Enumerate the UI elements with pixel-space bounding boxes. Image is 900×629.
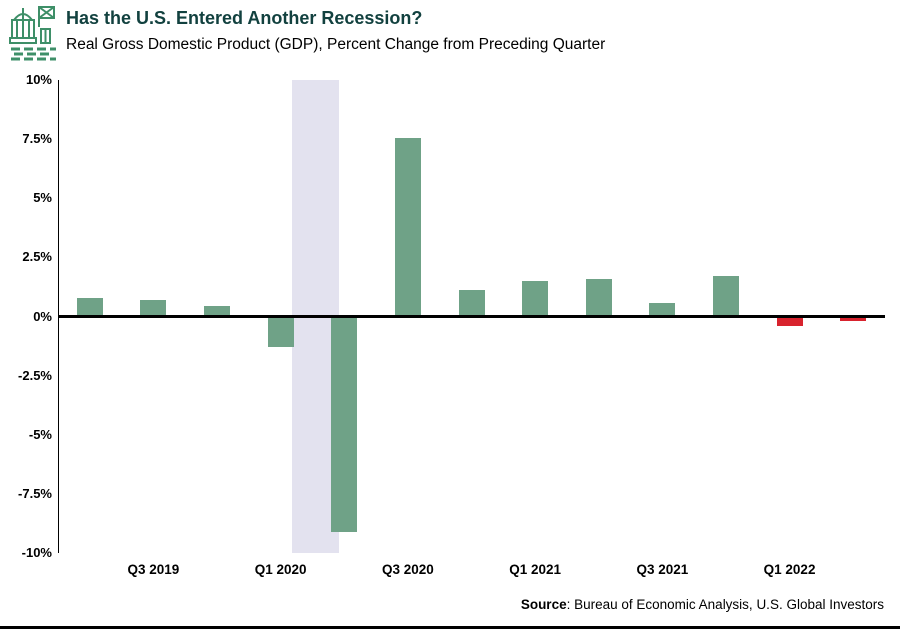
bar-Q4-2020 (458, 290, 485, 317)
bar-Q1-2021 (522, 281, 549, 317)
y-tick-label: -5% (28, 426, 52, 442)
y-tick-label: 0% (33, 308, 52, 324)
x-tick-label: Q1 2021 (509, 562, 561, 577)
bar-Q2-2020 (331, 316, 358, 532)
y-axis-labels: 10% 7.5% 5% 2.5% 0% -2.5% -5% -7.5% -10% (0, 72, 54, 560)
source-note: Source: Bureau of Economic Analysis, U.S… (521, 597, 884, 612)
chart-title: Has the U.S. Entered Another Recession? (66, 8, 423, 28)
bar-Q2-2022 (840, 316, 867, 322)
y-tick-label: -10% (21, 545, 52, 560)
bar-Q4-2019 (204, 305, 231, 317)
x-tick-label: Q3 2021 (636, 562, 689, 577)
y-tick-label: 2.5% (22, 249, 52, 265)
y-tick-label: 10% (25, 72, 52, 87)
y-tick-label: -7.5% (18, 485, 52, 501)
zero-axis-line (58, 315, 885, 318)
x-tick-label: Q3 2019 (127, 562, 180, 577)
chart-header: Has the U.S. Entered Another Recession? … (8, 5, 605, 63)
source-label: Source (520, 597, 567, 612)
x-tick-label: Q1 2020 (254, 562, 307, 577)
y-tick-label: 7.5% (22, 131, 52, 147)
y-tick-label: 5% (33, 190, 52, 206)
bar-Q3-2021 (649, 303, 676, 317)
bar-Q3-2019 (140, 299, 167, 317)
chart-subtitle: Real Gross Domestic Product (GDP), Perce… (66, 35, 606, 53)
title-block: Has the U.S. Entered Another Recession? … (66, 5, 605, 54)
x-tick-label: Q3 2020 (381, 562, 434, 577)
x-axis-labels: Q3 2019 Q1 2020 Q3 2020 Q1 2021 Q3 2021 Q1 20… (58, 562, 885, 582)
y-tick-label: -2.5% (18, 367, 52, 383)
bottom-rule (0, 626, 900, 629)
bar-Q1-2022 (776, 316, 803, 326)
source-text: : Bureau of Economic Analysis, U.S. Glob… (566, 597, 884, 612)
bar-Q2-2019 (76, 297, 103, 317)
bar-Q1-2020 (267, 316, 294, 348)
bar-Q3-2020 (394, 137, 421, 317)
us-global-investors-logo-icon (8, 5, 58, 63)
x-tick-label: Q1 2022 (763, 562, 816, 577)
bar-Q2-2021 (585, 278, 612, 317)
plot-area (58, 80, 885, 553)
bar-Q4-2021 (712, 276, 739, 317)
